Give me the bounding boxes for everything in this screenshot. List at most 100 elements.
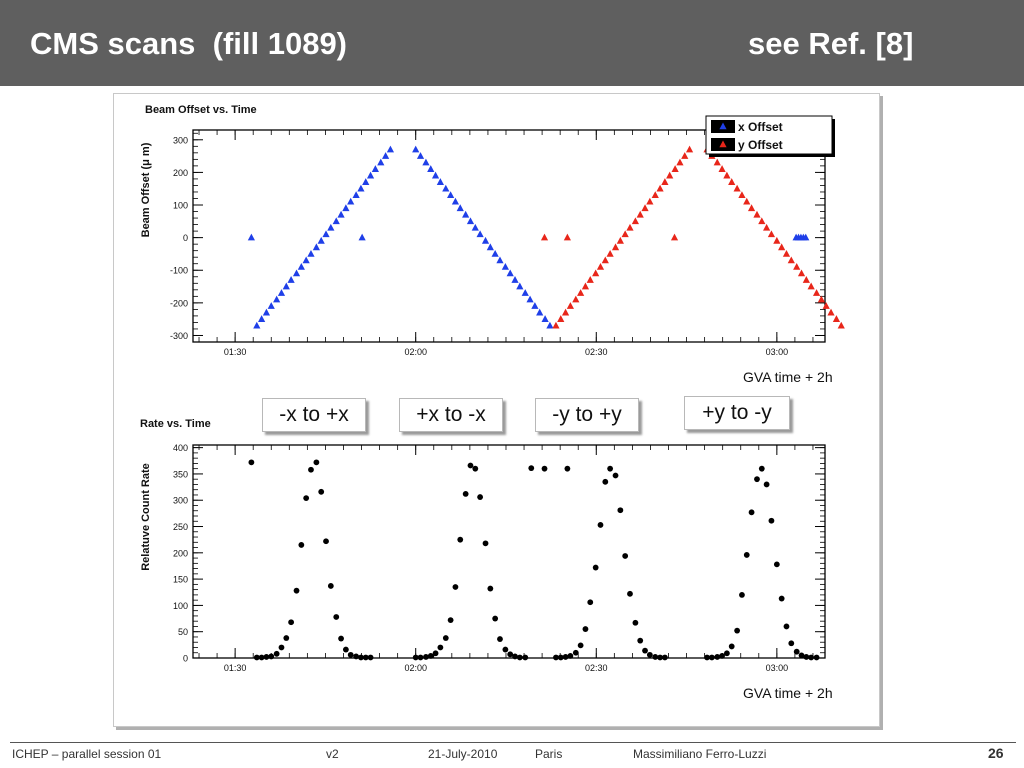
y-tick-label: -100: [170, 266, 188, 276]
data-point-dot: [768, 517, 775, 524]
data-point-dot: [783, 623, 790, 630]
data-point-triangle: [501, 262, 509, 270]
data-point-dot: [708, 654, 715, 661]
data-point-dot: [627, 590, 633, 597]
chart-rate: [192, 444, 826, 661]
series-y-offset: [540, 145, 845, 329]
data-point-triangle: [626, 223, 634, 231]
data-point-triangle: [681, 152, 689, 159]
data-point-triangle: [563, 233, 571, 241]
data-point-triangle: [767, 230, 776, 238]
data-point-triangle: [471, 223, 479, 231]
data-point-dot: [507, 651, 514, 658]
data-point-dot: [347, 651, 354, 658]
data-point-triangle: [531, 302, 539, 309]
data-point-triangle: [491, 249, 499, 257]
data-point-dot: [557, 654, 564, 661]
data-point-triangle: [427, 165, 435, 172]
data-point-dot: [642, 647, 648, 654]
data-point-triangle: [743, 197, 751, 205]
data-point-dot: [754, 476, 760, 483]
data-point-dot: [803, 654, 810, 660]
data-point-triangle: [581, 282, 590, 290]
data-point-triangle: [661, 178, 669, 185]
legend-entry: x Offset: [738, 120, 783, 134]
y-tick-label: 250: [173, 522, 188, 532]
data-point-dot: [333, 614, 340, 620]
data-point-triangle: [540, 233, 549, 241]
data-point-dot: [293, 587, 300, 594]
data-point-dot: [661, 654, 668, 661]
data-point-dot: [487, 585, 494, 592]
data-point-triangle: [516, 282, 524, 290]
data-point-triangle: [670, 233, 679, 241]
y-tick-label: 300: [173, 135, 188, 145]
data-point-dot: [477, 494, 484, 500]
data-point-triangle: [337, 210, 345, 218]
data-point-dot: [452, 584, 459, 590]
data-point-triangle: [758, 217, 766, 225]
data-point-triangle: [601, 256, 609, 264]
data-point-dot: [564, 465, 571, 472]
title-bar: CMS scans (fill 1089) see Ref. [8]: [0, 0, 1024, 86]
data-point-triangle: [451, 197, 460, 205]
y-tick-label: 150: [173, 575, 188, 585]
data-point-triangle: [297, 262, 305, 270]
data-point-dot: [447, 617, 454, 624]
data-point-dot: [739, 591, 745, 598]
data-point-triangle: [577, 289, 585, 296]
data-point-triangle: [773, 236, 781, 244]
data-point-dot: [342, 646, 349, 653]
scan-label-y-up: -y to +y: [535, 398, 639, 432]
data-point-triangle: [262, 308, 271, 316]
y-tick-label: 0: [183, 654, 188, 664]
chart-title: Rate vs. Time: [140, 418, 211, 430]
scan-label-x-up: -x to +x: [262, 398, 366, 432]
data-point-triangle: [273, 295, 281, 303]
data-point-dot: [582, 626, 589, 632]
data-point-dot: [353, 653, 360, 660]
data-point-triangle: [511, 276, 519, 283]
chart-beam-offset: [192, 115, 845, 343]
data-point-dot: [423, 654, 429, 660]
legend-marker: [719, 122, 727, 130]
data-point-triangle: [447, 191, 455, 199]
plot-frame: [192, 129, 826, 343]
y-tick-label: 300: [173, 496, 188, 506]
data-point-triangle: [277, 289, 286, 296]
data-point-dot: [637, 637, 644, 644]
y-tick-label: 400: [173, 443, 188, 453]
data-point-triangle: [282, 282, 290, 290]
data-point-dot: [442, 635, 449, 641]
data-point-triangle: [358, 233, 366, 241]
data-point-triangle: [566, 302, 574, 309]
data-point-triangle: [822, 302, 830, 309]
data-point-dot: [278, 644, 285, 651]
data-point-dot: [338, 635, 344, 642]
data-point-dot: [263, 654, 270, 660]
data-point-triangle: [546, 321, 554, 329]
data-point-triangle: [586, 276, 594, 283]
data-point-triangle: [526, 295, 534, 303]
data-point-dot: [288, 619, 295, 626]
data-point-dot: [553, 654, 559, 661]
data-point-dot: [298, 542, 305, 548]
data-point-triangle: [267, 302, 275, 309]
data-point-triangle: [733, 184, 741, 192]
data-point-triangle: [793, 262, 801, 270]
data-point-triangle: [596, 262, 605, 270]
data-point-triangle: [641, 204, 649, 212]
data-point-triangle: [412, 145, 420, 153]
data-point-dot: [592, 564, 599, 571]
data-point-dot: [318, 488, 325, 495]
series-x-offset: [247, 145, 810, 329]
data-point-triangle: [802, 276, 810, 283]
data-point-triangle: [797, 269, 806, 277]
data-point-triangle: [718, 165, 726, 172]
data-point-dot: [323, 538, 329, 545]
data-point-dot: [719, 652, 725, 659]
data-point-dot: [778, 595, 785, 602]
data-point-triangle: [646, 197, 654, 205]
data-point-triangle: [817, 295, 825, 303]
data-point-dot: [714, 654, 721, 660]
